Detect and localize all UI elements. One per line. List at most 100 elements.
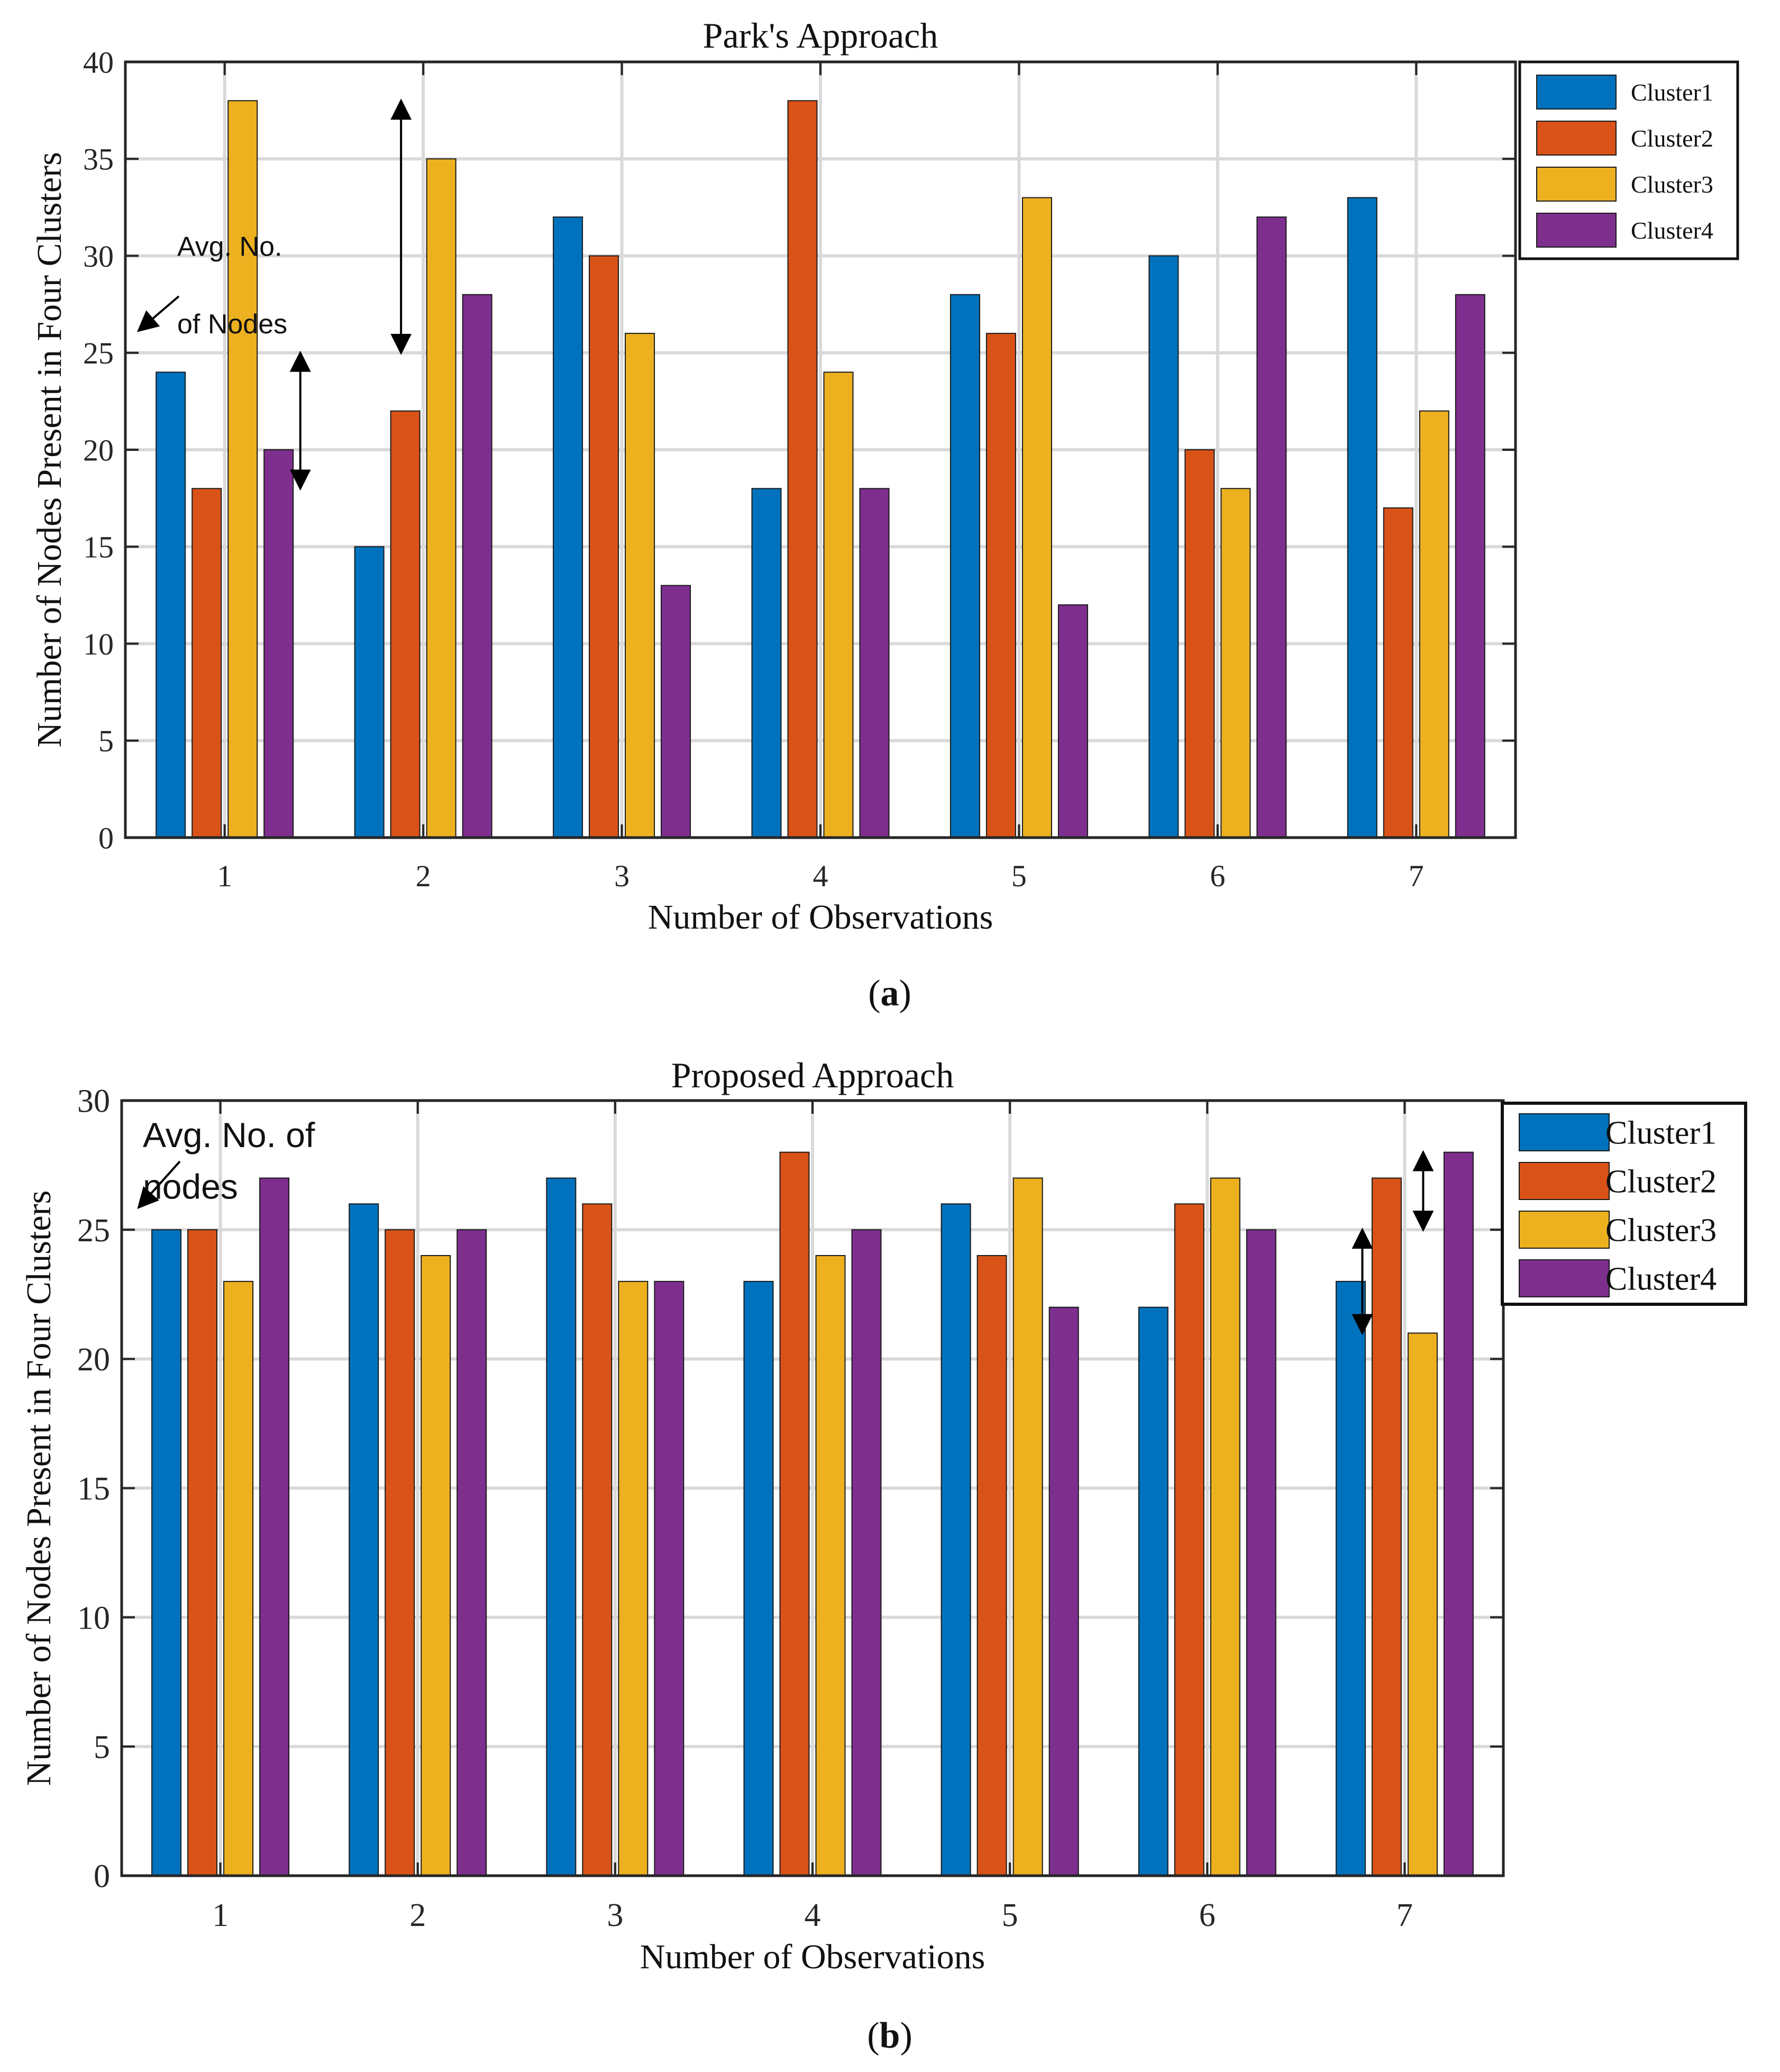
bar-cluster4-obs-6 (1256, 216, 1287, 839)
x-tick-label: 4 (805, 1897, 821, 1933)
bar-cluster4-obs-1 (259, 1177, 290, 1876)
legend-swatch-cluster2 (1519, 1162, 1610, 1200)
legend-label-cluster1: Cluster1 (1605, 1115, 1717, 1151)
bar-cluster3-obs-6 (1210, 1177, 1240, 1876)
bar-cluster2-obs-1 (191, 488, 222, 838)
bar-cluster3-obs-1 (227, 100, 258, 838)
legend-swatch-cluster1 (1519, 1113, 1610, 1151)
legend-swatch-cluster2 (1536, 121, 1617, 156)
bar-cluster1-obs-4 (743, 1280, 774, 1876)
bar-cluster2-obs-7 (1371, 1177, 1402, 1876)
y-tick-label: 25 (83, 336, 114, 370)
bar-cluster2-obs-6 (1174, 1203, 1204, 1876)
bar-cluster3-obs-3 (625, 333, 655, 838)
bar-cluster3-obs-7 (1419, 410, 1449, 838)
y-tick-label: 20 (83, 433, 114, 467)
bar-cluster2-obs-3 (589, 255, 619, 838)
chart-panel-b: 0 5 10 15 20 25 30 1 2 3 4 5 6 7 Proposed Approach Numb… (20, 1055, 1747, 2056)
chart-panel-a: 0 5 10 15 20 25 30 35 40 1 2 3 4 5 6 7 Park's Approach Nu… (30, 15, 1739, 1014)
x-tick-label: 3 (607, 1897, 623, 1933)
bar-cluster2-obs-2 (390, 410, 421, 838)
bar-cluster1-obs-7 (1347, 197, 1377, 838)
bar-cluster2-obs-3 (582, 1203, 613, 1876)
legend-swatch-cluster4 (1519, 1259, 1610, 1297)
bar-cluster3-obs-5 (1021, 197, 1052, 838)
legend-swatch-cluster4 (1536, 213, 1617, 248)
legend-label-cluster1: Cluster1 (1631, 79, 1713, 106)
bar-cluster2-obs-5 (985, 333, 1016, 838)
y-tick-label: 5 (94, 1730, 110, 1766)
bar-cluster4-obs-2 (457, 1229, 487, 1877)
bar-cluster2-obs-4 (779, 1151, 810, 1877)
x-tick-label: 4 (813, 859, 828, 893)
chart-title: Proposed Approach (671, 1055, 954, 1095)
annotation-arrow (136, 295, 180, 332)
bar-cluster4-obs-7 (1455, 294, 1485, 838)
x-tick-label: 1 (212, 1897, 229, 1933)
bar-cluster1-obs-5 (941, 1203, 971, 1876)
bar-cluster3-obs-7 (1407, 1332, 1438, 1876)
bar-cluster4-obs-3 (661, 585, 691, 839)
y-tick-label: 25 (77, 1213, 110, 1249)
bar-cluster3-obs-5 (1012, 1177, 1043, 1876)
annotation-text: Avg. No. (177, 232, 282, 262)
bar-cluster1-obs-3 (546, 1177, 577, 1876)
y-tick-label: 40 (83, 45, 114, 79)
x-tick-label: 2 (409, 1897, 426, 1933)
bar-cluster3-obs-1 (223, 1280, 254, 1876)
bar-cluster1-obs-4 (751, 488, 782, 838)
legend: Cluster1 Cluster2 Cluster3 Cluster4 (1518, 60, 1739, 260)
bar-cluster2-obs-1 (187, 1229, 218, 1877)
bar-cluster4-obs-5 (1048, 1306, 1079, 1877)
bar-cluster4-obs-1 (263, 449, 294, 838)
legend-swatch-cluster3 (1536, 167, 1617, 202)
y-tick-label: 30 (77, 1084, 110, 1120)
annotation-arrow (137, 1160, 181, 1209)
annotation-text: of Nodes (177, 309, 287, 340)
bar-cluster4-obs-6 (1246, 1229, 1276, 1877)
bar-cluster4-obs-4 (851, 1229, 882, 1877)
x-tick-label: 3 (614, 859, 629, 893)
bar-cluster4-obs-2 (462, 294, 492, 838)
bar-cluster1-obs-1 (156, 371, 186, 838)
bar-cluster3-obs-3 (618, 1280, 649, 1876)
bar-cluster1-obs-2 (349, 1203, 379, 1876)
y-tick-label: 35 (83, 142, 114, 177)
bar-cluster1-obs-5 (950, 294, 980, 838)
bar-cluster2-obs-7 (1383, 507, 1413, 838)
bar-cluster4-obs-4 (859, 488, 890, 838)
x-axis-label: Number of Observations (648, 898, 993, 937)
legend-label-cluster3: Cluster3 (1605, 1213, 1717, 1249)
bar-cluster3-obs-4 (823, 371, 854, 838)
y-tick-label: 0 (98, 821, 114, 855)
bar-cluster2-obs-5 (976, 1255, 1007, 1876)
y-tick-label: 15 (77, 1471, 110, 1507)
legend-label-cluster2: Cluster2 (1605, 1164, 1717, 1200)
y-tick-label: 10 (83, 627, 114, 661)
bar-cluster3-obs-4 (815, 1255, 846, 1876)
x-tick-label: 7 (1409, 859, 1424, 893)
legend-label-cluster3: Cluster3 (1631, 171, 1713, 198)
x-tick-label: 6 (1210, 859, 1225, 893)
y-tick-label: 5 (98, 724, 114, 758)
legend-label-cluster2: Cluster2 (1631, 125, 1713, 152)
x-axis-label: Number of Observations (640, 1938, 985, 1976)
x-tick-label: 6 (1199, 1897, 1216, 1933)
legend-swatch-cluster3 (1519, 1211, 1610, 1249)
legend-swatch-cluster1 (1536, 75, 1617, 110)
x-tick-label: 7 (1396, 1897, 1413, 1933)
bar-cluster1-obs-1 (151, 1229, 182, 1877)
x-tick-label: 5 (1002, 1897, 1018, 1933)
y-tick-label: 20 (77, 1342, 110, 1378)
bar-cluster1-obs-6 (1148, 255, 1179, 838)
legend-label-cluster4: Cluster4 (1605, 1261, 1717, 1297)
y-tick-label: 30 (83, 239, 114, 274)
annotation-text: Avg. No. of (143, 1115, 315, 1155)
bar-cluster3-obs-2 (426, 158, 457, 838)
y-tick-label: 0 (94, 1859, 110, 1895)
bar-cluster1-obs-6 (1138, 1306, 1169, 1877)
panel-label: (a) (868, 973, 911, 1014)
bar-cluster1-obs-2 (354, 546, 385, 838)
bar-cluster2-obs-2 (385, 1229, 415, 1877)
bar-cluster2-obs-4 (787, 100, 818, 838)
